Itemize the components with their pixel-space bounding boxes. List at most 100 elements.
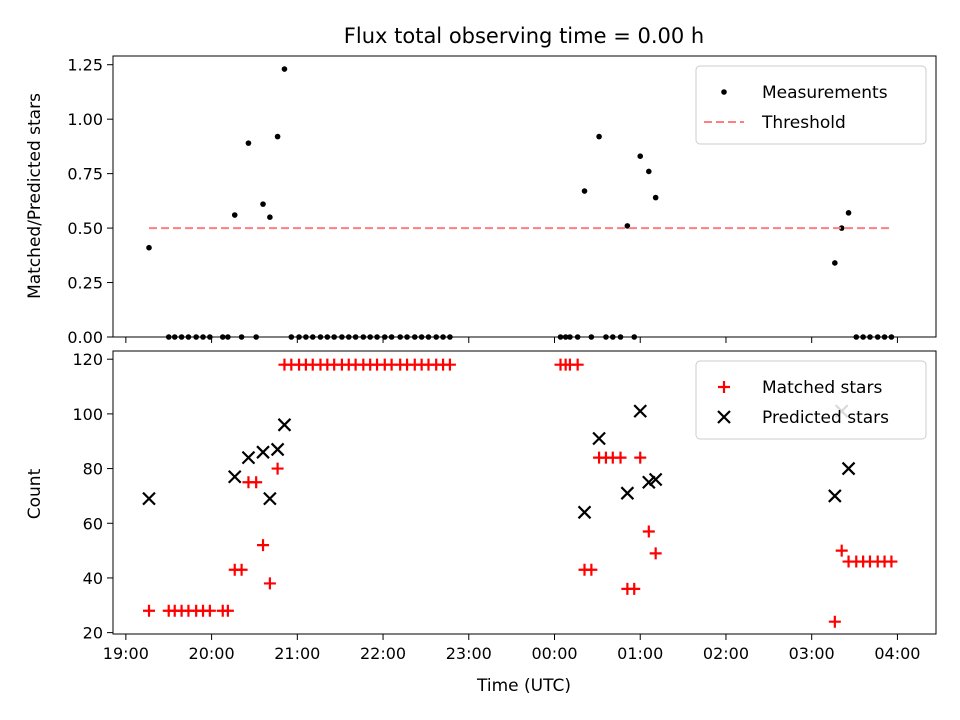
top-measurements-point <box>888 334 895 340</box>
bottom-predicted-stars-point <box>577 505 592 520</box>
top-measurements-point <box>281 66 288 72</box>
bottom-predicted-stars-point <box>841 461 856 476</box>
top-measurements-point <box>171 334 178 340</box>
top-measurements-point <box>352 334 359 340</box>
top-measurements-point <box>253 334 259 340</box>
top-measurements-point <box>360 334 367 340</box>
bottom-predicted-stars-point <box>277 418 292 432</box>
top-measurements-point <box>637 153 644 160</box>
top-measurements-point <box>646 168 652 175</box>
top-measurements-point <box>309 334 316 340</box>
top-measurements-point <box>381 334 388 340</box>
bottom-predicted-stars-point <box>256 445 270 459</box>
top-y-tick-label: 1.00 <box>67 110 103 129</box>
top-measurements-point <box>610 334 616 340</box>
top-y-tick-label: 1.25 <box>67 56 103 75</box>
bottom-matched-stars-point <box>143 604 156 617</box>
top-legend-swatch-measurements <box>721 89 727 95</box>
bottom-matched-stars-point <box>443 358 456 371</box>
top-measurements-point <box>881 334 888 340</box>
top-measurements-point <box>624 223 631 229</box>
top-measurements-point <box>447 334 453 340</box>
top-measurements-point <box>345 334 352 340</box>
top-measurements-point <box>274 133 281 140</box>
top-measurements-point <box>581 188 588 194</box>
top-measurements-point <box>418 334 425 340</box>
top-measurements-point <box>303 334 309 340</box>
bottom-matched-stars-point <box>835 544 848 557</box>
bottom-x-tick-label: 21:00 <box>274 644 320 663</box>
top-measurements-point <box>425 334 432 340</box>
top-measurements-point <box>367 334 373 340</box>
top-y-axis-label: Matched/Predicted stars <box>25 93 45 299</box>
bottom-x-tick-label: 00:00 <box>531 644 577 663</box>
bottom-predicted-stars-point <box>241 450 256 465</box>
top-measurements-point <box>225 334 231 340</box>
bottom-x-tick-label: 01:00 <box>617 644 663 663</box>
bottom-x-tick-label: 20:00 <box>189 644 235 663</box>
top-axes-frame <box>112 55 937 338</box>
bottom-matched-stars-point <box>585 563 598 576</box>
bottom-matched-stars-point <box>221 604 234 617</box>
top-y-tick-label: 0.00 <box>67 328 103 347</box>
top-measurements-point <box>317 334 324 340</box>
bottom-predicted-stars-point <box>270 442 285 457</box>
top-legend-label-threshold: Threshold <box>761 113 846 133</box>
bottom-predicted-stars-point <box>648 472 663 487</box>
bottom-plot-area <box>142 358 898 628</box>
bottom-matched-stars-point <box>257 539 270 552</box>
top-measurements-point <box>267 214 273 220</box>
bottom-y-axis-label: Count <box>25 468 45 519</box>
bottom-predicted-stars-point <box>263 491 277 506</box>
top-measurements-point <box>245 140 252 146</box>
top-measurements-point <box>324 334 331 340</box>
bottom-matched-stars-point <box>628 582 641 595</box>
top-measurements-point <box>832 260 838 266</box>
bottom-legend-swatch-matched-stars <box>718 381 730 393</box>
bottom-y-tick-label: 60 <box>83 514 103 533</box>
bottom-predicted-stars-point <box>828 489 842 503</box>
top-measurements-point <box>867 334 873 340</box>
bottom-matched-stars-point <box>642 525 655 538</box>
top-measurements-point <box>231 212 238 218</box>
bottom-predicted-stars-point <box>620 486 635 500</box>
bottom-predicted-stars-point <box>227 470 242 484</box>
bottom-y-tick-label: 120 <box>72 350 103 369</box>
top-measurements-point <box>433 334 439 340</box>
bottom-predicted-stars-point <box>592 431 606 446</box>
top-measurements-point <box>596 133 602 140</box>
top-measurements-point <box>185 334 192 340</box>
top-y-tick-label: 0.25 <box>67 274 103 293</box>
top-measurements-point <box>339 334 345 340</box>
bottom-matched-stars-point <box>235 563 248 576</box>
bottom-matched-stars-point <box>250 476 263 489</box>
bottom-predicted-stars-point <box>642 475 656 490</box>
bottom-matched-stars-point <box>571 358 584 371</box>
bottom-x-tick-label: 23:00 <box>446 644 492 663</box>
top-measurements-point <box>146 244 152 251</box>
top-measurements-point <box>562 334 569 340</box>
bottom-x-tick-label: 03:00 <box>789 644 835 663</box>
bottom-x-tick-label: 22:00 <box>360 644 406 663</box>
bottom-matched-stars-point <box>614 451 627 464</box>
bottom-x-axis-label: Time (UTC) <box>476 676 571 696</box>
bottom-y-tick-label: 20 <box>83 624 103 643</box>
bottom-legend-label-matched-stars: Matched stars <box>762 378 882 398</box>
top-y-tick-label: 0.75 <box>67 165 103 184</box>
top-measurements-point <box>238 334 245 340</box>
bottom-axes-frame <box>112 350 937 635</box>
top-measurements-point <box>388 334 395 340</box>
bottom-legend-swatch-predicted-stars <box>717 410 731 424</box>
bottom-matched-stars-point <box>828 615 841 628</box>
top-measurements-point <box>219 334 226 340</box>
top-measurements-point <box>617 334 624 340</box>
top-measurements-point <box>557 334 564 340</box>
top-legend-label-measurements: Measurements <box>762 83 888 103</box>
top-chart-title: Flux total observing time = 0.00 h <box>344 24 704 48</box>
bottom-matched-stars-point <box>203 604 216 617</box>
top-measurements-point <box>207 334 213 340</box>
top-measurements-point <box>165 334 172 340</box>
bottom-predicted-stars-point <box>633 404 648 418</box>
top-measurements-point <box>200 334 206 340</box>
